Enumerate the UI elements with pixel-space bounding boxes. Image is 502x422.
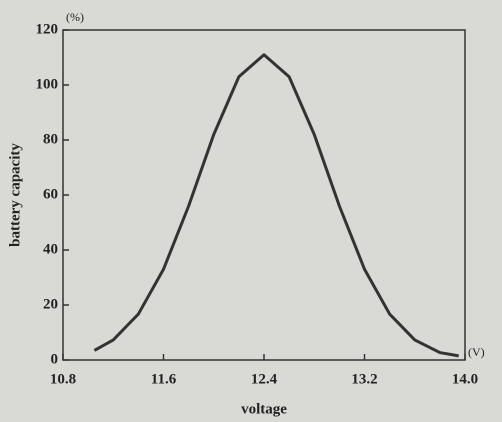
y-tick-label: 20 (43, 296, 58, 312)
x-tick-label: 11.6 (151, 371, 177, 387)
y-tick-label: 120 (36, 21, 59, 37)
y-tick-label: 0 (51, 351, 59, 367)
y-tick-label: 100 (36, 76, 59, 92)
x-axis-label: voltage (241, 401, 287, 417)
x-unit: (V) (468, 345, 485, 359)
y-tick-label: 60 (43, 186, 58, 202)
y-tick-label: 40 (43, 241, 58, 257)
x-tick-label: 12.4 (251, 371, 278, 387)
x-tick-label: 14.0 (452, 371, 478, 387)
x-tick-label: 13.2 (351, 371, 377, 387)
y-tick-label: 80 (43, 131, 58, 147)
x-tick-label: 10.8 (50, 371, 76, 387)
y-unit: (%) (66, 10, 84, 24)
y-axis-label: battery capacity (7, 143, 23, 247)
data-line (93, 53, 459, 358)
